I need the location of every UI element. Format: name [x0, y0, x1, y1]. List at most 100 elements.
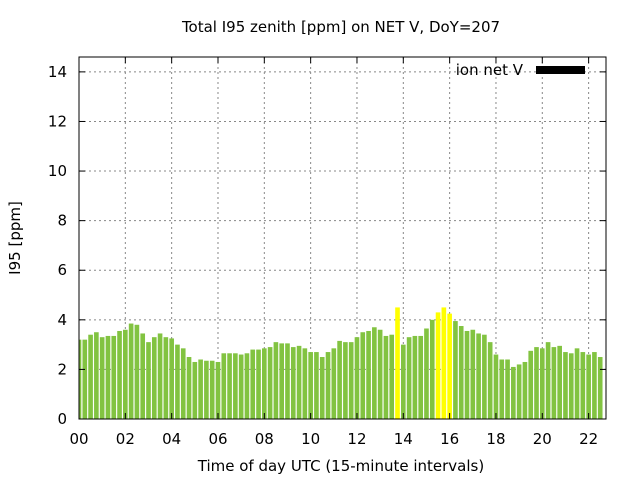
bar: [233, 353, 238, 419]
y-tick-label: 4: [57, 311, 67, 329]
bar: [163, 337, 169, 419]
bar: [308, 352, 313, 419]
x-tick-label: 08: [255, 430, 274, 448]
bar: [597, 357, 603, 419]
bar: [169, 338, 174, 419]
bar: [244, 353, 250, 419]
y-tick-label: 12: [48, 112, 67, 130]
bar: [238, 354, 244, 419]
bar: [227, 353, 232, 419]
x-tick-label: 02: [116, 430, 135, 448]
bar: [221, 353, 227, 419]
legend-swatch: [536, 66, 585, 74]
x-tick-label: 14: [394, 430, 413, 448]
bar: [157, 333, 163, 419]
bar: [273, 342, 279, 419]
bar: [94, 332, 99, 419]
x-tick-label: 16: [440, 430, 459, 448]
bar: [250, 349, 256, 419]
bar: [453, 321, 458, 419]
bar: [348, 342, 354, 419]
bar: [522, 361, 528, 419]
x-tick-label: 10: [301, 430, 320, 448]
bar: [464, 330, 470, 419]
chart-title: Total I95 zenith [ppm] on NET V, DoY=207: [181, 18, 500, 36]
bar: [314, 352, 319, 419]
bar: [146, 342, 151, 419]
bar: [88, 334, 93, 419]
x-tick-label: 06: [208, 430, 227, 448]
bar: [516, 364, 522, 419]
bar: [117, 330, 122, 419]
bar: [534, 347, 539, 419]
bar: [354, 337, 360, 419]
bar: [290, 347, 296, 419]
y-tick-label: 0: [57, 410, 67, 428]
bar: [215, 361, 221, 419]
y-tick-label: 2: [57, 360, 67, 378]
bar: [551, 347, 557, 419]
bar: [82, 339, 88, 419]
bar: [267, 347, 273, 419]
bar: [140, 333, 146, 419]
bar: [586, 354, 591, 419]
bar: [568, 353, 574, 419]
x-tick-label: 12: [347, 430, 366, 448]
bar: [372, 327, 377, 419]
bar: [180, 348, 186, 419]
bar: [128, 323, 134, 419]
bar: [256, 349, 261, 419]
bar: [528, 350, 534, 419]
bar: [545, 342, 551, 419]
y-tick-label: 6: [57, 261, 67, 279]
bar: [574, 348, 580, 419]
bar: [204, 360, 209, 419]
bar: [319, 357, 325, 419]
bar: [435, 312, 441, 419]
y-tick-label: 8: [57, 212, 67, 230]
bar: [99, 337, 105, 419]
x-tick-label: 22: [579, 430, 598, 448]
bar: [337, 340, 342, 419]
bar: [285, 343, 290, 419]
bar: [262, 348, 267, 419]
bar: [209, 360, 215, 419]
x-axis: 00 02 04 06 08 10 12 14 16 18 20 22: [69, 57, 598, 448]
bar: [134, 324, 140, 419]
bar: [302, 348, 308, 419]
bar: [499, 359, 505, 419]
bar: [557, 345, 562, 419]
bar: [186, 357, 192, 419]
bar: [487, 342, 493, 419]
bar: [360, 332, 366, 419]
bar: [325, 352, 331, 419]
bar: [105, 335, 111, 419]
bar: [482, 334, 487, 419]
bar: [458, 326, 464, 419]
bar: [331, 348, 337, 419]
bar: [198, 359, 203, 419]
bar: [389, 334, 395, 419]
bar: [447, 313, 452, 419]
bar: [79, 339, 82, 419]
bar: [493, 354, 499, 419]
y-tick-label: 14: [48, 63, 67, 81]
bar: [151, 337, 157, 419]
bar: [476, 333, 481, 419]
bars-group: [79, 307, 603, 419]
bar: [511, 366, 516, 419]
bar: [296, 345, 302, 419]
y-axis: 0 2 4 6 8 10 12 14: [48, 63, 606, 428]
bar: [111, 335, 117, 419]
bar: [192, 361, 198, 419]
x-tick-label: 20: [533, 430, 552, 448]
bar: [592, 352, 597, 419]
bar: [175, 344, 180, 419]
x-tick-label: 00: [69, 430, 88, 448]
bar: [505, 359, 510, 419]
bar: [412, 335, 418, 419]
x-tick-label: 04: [162, 430, 181, 448]
x-axis-label: Time of day UTC (15-minute intervals): [197, 457, 484, 475]
x-tick-label: 18: [486, 430, 505, 448]
bar: [377, 329, 383, 419]
